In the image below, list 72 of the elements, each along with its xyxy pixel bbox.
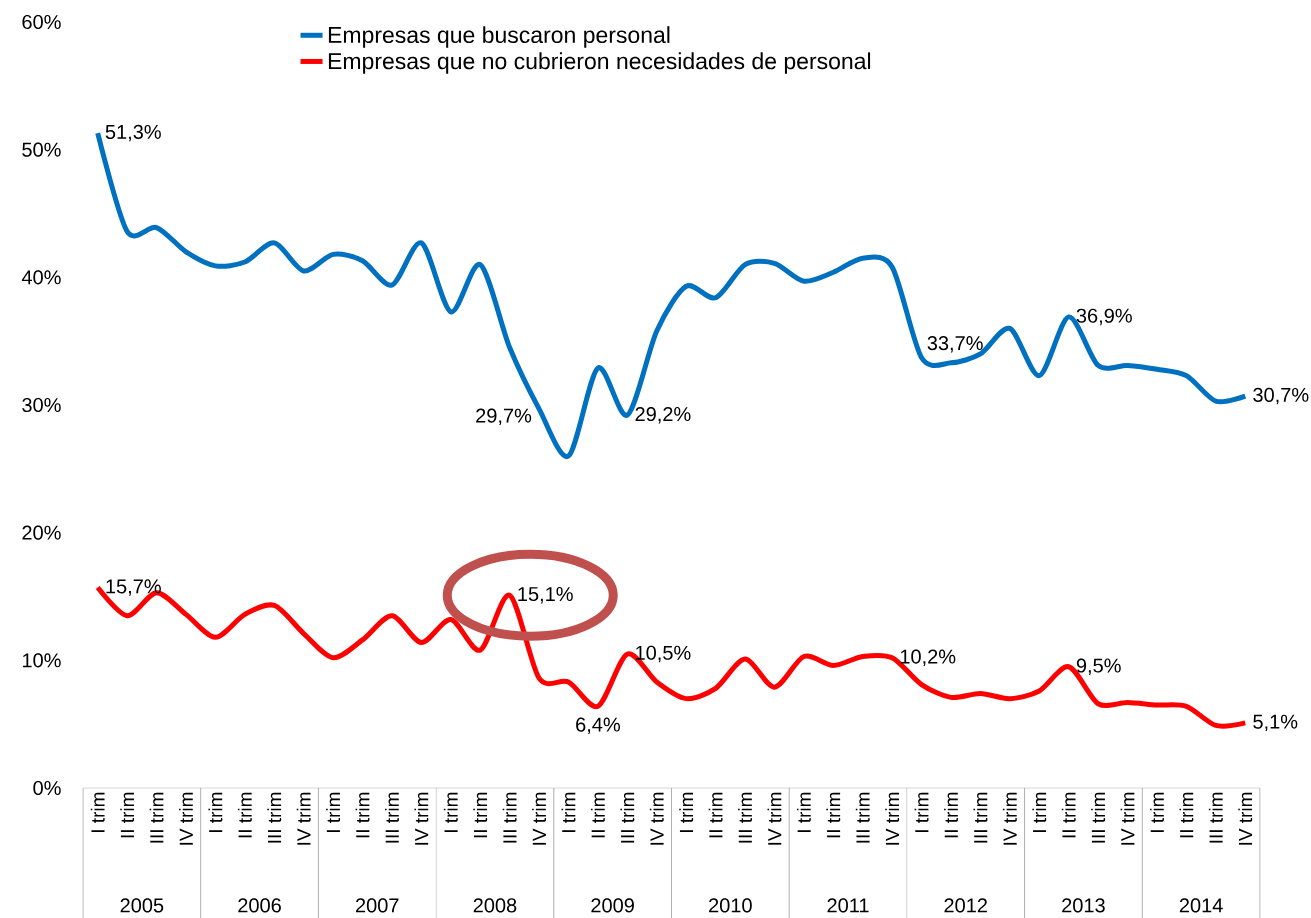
x-tick-label: II trim [237,792,252,838]
data-label: 36,9% [1076,308,1132,326]
data-label: 51,3% [105,124,161,142]
data-label: 33,7% [927,336,983,353]
x-tick-label: II trim [708,792,723,838]
x-tick-label: I trim [443,792,458,832]
y-tick-label: 40% [21,270,61,285]
text: 2010 [709,898,752,913]
x-tick-label: III trim [1208,792,1223,843]
x-tick-label: III trim [384,792,399,843]
text: 2012 [944,898,987,913]
data-label: 29,7% [476,408,532,426]
x-tick-label: III trim [149,792,164,843]
x-tick-label: II trim [944,792,958,838]
x-tick-label: III trim [855,792,870,843]
y-tick-label: 20% [22,525,61,540]
x-tick-label: II trim [826,792,841,838]
data-label: 9,5% [1076,658,1121,675]
data-label: 30,7% [1253,387,1309,405]
data-label: 5,1% [1253,714,1298,732]
x-tick-label: IV trim [414,792,429,845]
x-tick-label: II trim [590,792,605,838]
data-label: 10,5% [636,645,691,663]
x-tick-label: II trim [120,792,135,838]
x-tick-label: IV trim [1002,792,1017,845]
x-tick-label: III trim [738,792,752,843]
x-tick-label: IV trim [649,792,664,845]
text: 2007 [356,898,399,913]
x-tick-label: I trim [90,792,105,832]
x-tick-label: IV trim [1120,792,1135,845]
y-tick-label: 30% [22,397,61,413]
x-tick-label: I trim [561,792,576,832]
x-tick-label: III trim [267,792,282,843]
text: 2009 [591,898,634,913]
data-label: 29,2% [635,406,691,424]
legend-label: Empresas que buscaron personal [328,26,670,48]
x-tick-label: II trim [355,792,370,838]
data-label: 10,2% [900,649,956,667]
data-label: 6,4% [576,717,620,735]
x-tick-label: IV trim [532,792,547,845]
x-tick-label: III trim [973,792,988,843]
y-tick-label: 60% [22,14,61,30]
text: 2005 [120,898,164,913]
text: 2011 [827,898,869,913]
y-tick-label: 0% [33,780,61,796]
x-tick-label: I trim [1150,792,1164,832]
x-tick-label: I trim [326,792,341,832]
x-tick-label: I trim [1032,792,1047,832]
text: 2008 [473,898,517,913]
x-tick-label: I trim [679,792,694,832]
legend-label: Empresas que no cubrieron necesidades de personal [328,52,871,74]
x-tick-label: IV trim [179,792,193,845]
x-tick-label: I trim [914,792,929,832]
x-tick-label: II trim [1061,792,1076,838]
x-tick-label: II trim [1179,792,1194,838]
x-tick-label: I trim [796,792,811,832]
text: 2006 [238,898,281,913]
data-label: 15,7% [106,579,161,596]
x-tick-label: II trim [473,792,488,838]
text: 2014 [1179,898,1223,913]
x-tick-label: IV trim [885,792,900,845]
x-tick-label: IV trim [1238,792,1253,845]
text: 2013 [1062,898,1105,913]
x-tick-label: I trim [208,792,223,832]
data-label: 15,1% [518,587,573,604]
x-tick-label: III trim [502,792,517,843]
x-tick-label: IV trim [296,792,311,845]
x-tick-label: III trim [620,792,635,843]
x-tick-label: III trim [1091,792,1106,843]
y-tick-label: 10% [22,653,61,668]
y-tick-label: 50% [22,142,61,157]
x-tick-label: IV trim [767,792,782,845]
